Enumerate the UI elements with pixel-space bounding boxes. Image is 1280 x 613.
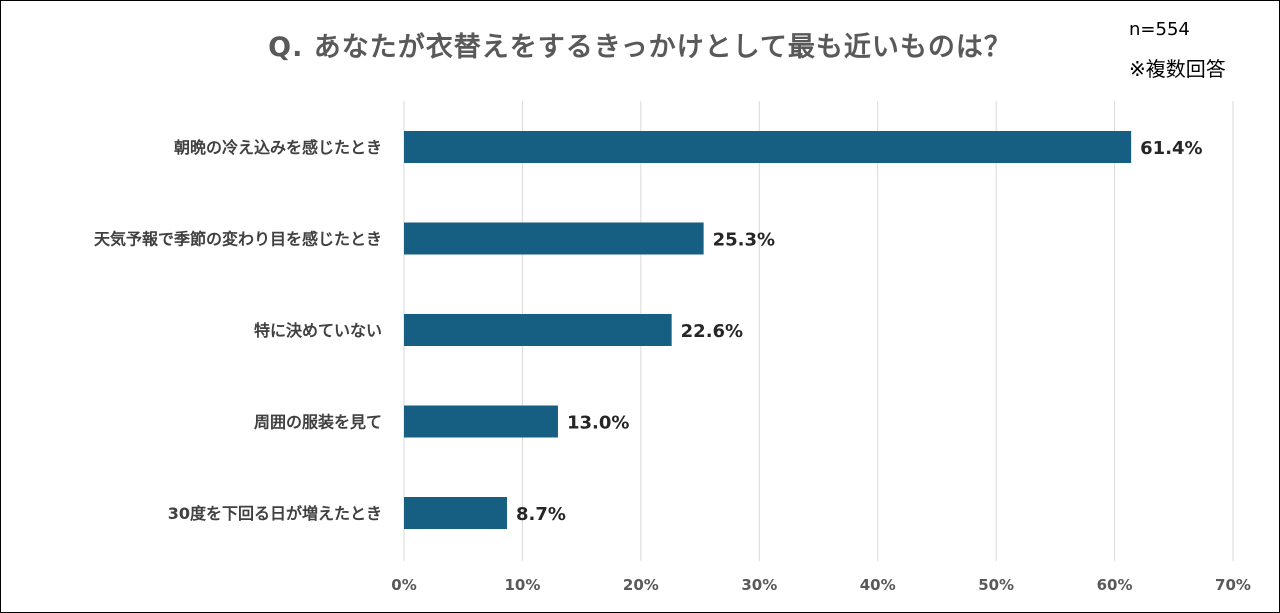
x-tick-label: 70% [1215,576,1251,594]
x-tick-label: 40% [860,576,896,594]
category-label: 特に決めていない [254,321,382,340]
x-tick-label: 30% [741,576,777,594]
x-tick-label: 10% [504,576,540,594]
sample-size: n=554 [1129,19,1190,40]
data-label: 25.3% [713,230,775,251]
bar [404,497,508,529]
bar [404,405,558,438]
category-label: 天気予報で季節の変わり目を感じたとき [94,230,382,249]
bar [404,131,1132,163]
x-tick-label: 0% [391,576,416,594]
data-label: 61.4% [1140,138,1202,159]
x-tick-label: 20% [623,576,659,594]
data-label: 13.0% [567,413,629,434]
category-label: 朝晩の冷え込みを感じたとき [174,138,382,157]
data-label: 8.7% [516,504,566,525]
x-tick-label: 60% [1097,576,1133,594]
category-label: 周囲の服装を見て [254,413,382,432]
category-label: 30度を下回る日が増えたとき [168,504,382,523]
chart-title: Q. あなたが衣替えをするきっかけとして最も近いものは？ [268,32,1012,63]
x-tick-label: 50% [978,576,1014,594]
bar [404,314,672,346]
data-label: 22.6% [681,321,743,342]
bar [404,222,704,255]
multiple-answer-note: ※複数回答 [1129,57,1226,81]
